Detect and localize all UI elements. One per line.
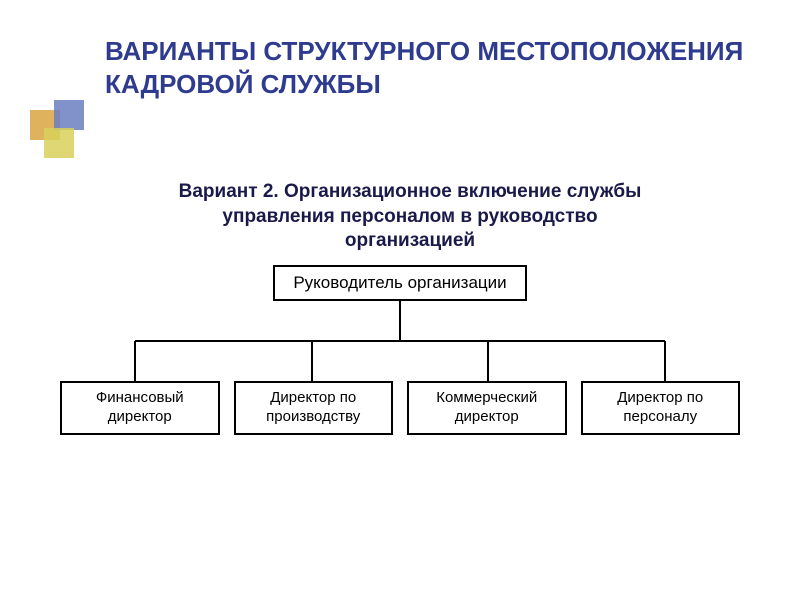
- org-child-label-line2: персоналу: [623, 408, 697, 425]
- corner-decoration: [30, 100, 90, 160]
- org-root-label: Руководитель организации: [293, 273, 506, 292]
- org-child-label-line2: директор: [455, 408, 519, 425]
- org-child-box: Финансовый директор: [60, 381, 220, 435]
- org-child-label-line2: директор: [108, 408, 172, 425]
- org-chart: Руководитель организации Финансовый дире…: [60, 265, 740, 435]
- org-child-label-line1: Директор по: [617, 389, 703, 406]
- slide-subtitle: Вариант 2. Организационное включение слу…: [160, 180, 660, 254]
- org-child-box: Директор по персоналу: [581, 381, 741, 435]
- slide-title: ВАРИАНТЫ СТРУКТУРНОГО МЕСТОПОЛОЖЕНИЯ КАД…: [105, 35, 745, 100]
- org-child-label-line1: Директор по: [270, 389, 356, 406]
- org-child-box: Коммерческий директор: [407, 381, 567, 435]
- org-connector-svg: [60, 301, 740, 381]
- org-children-row: Финансовый директор Директор по производ…: [60, 381, 740, 435]
- deco-square-2: [54, 100, 84, 130]
- org-connectors: [60, 301, 740, 381]
- deco-square-3: [44, 128, 74, 158]
- org-child-box: Директор по производству: [234, 381, 394, 435]
- org-child-label-line2: производству: [266, 408, 360, 425]
- org-root-box: Руководитель организации: [273, 265, 526, 301]
- org-child-label-line1: Финансовый: [96, 389, 184, 406]
- org-child-label-line1: Коммерческий: [436, 389, 537, 406]
